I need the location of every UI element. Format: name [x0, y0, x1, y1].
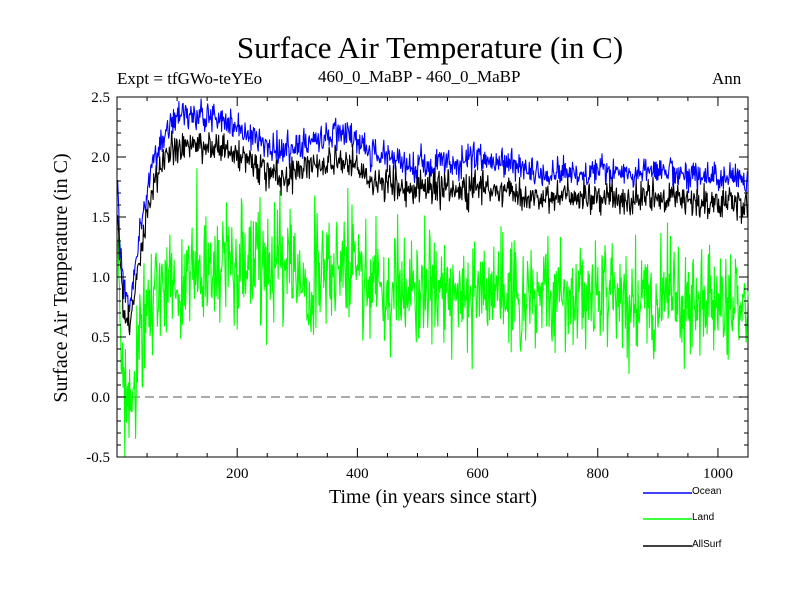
legend-label-ocean: Ocean [692, 486, 722, 497]
x-tick-label: 600 [466, 466, 489, 482]
y-tick-label: 2.0 [91, 150, 110, 166]
series-line-ocean [117, 98, 749, 318]
x-tick-label: 1000 [703, 466, 733, 482]
x-tick-label: 200 [226, 466, 249, 482]
chart-subtitle: 460_0_MaBP - 460_0_MaBP [318, 67, 521, 86]
period-label: Ann [712, 69, 742, 88]
tick-layer: -0.5 0.0 0.5 1.0 1.5 2.0 2.5 200 400 600 800 1000 [86, 90, 748, 482]
x-axis-label: Time (in years since start) [328, 486, 538, 508]
y-tick-label: 2.5 [91, 90, 110, 106]
series-line-allsurf [117, 130, 749, 336]
x-tick-label: 400 [346, 466, 369, 482]
series-line-land [117, 168, 749, 458]
y-tick-label: -0.5 [86, 450, 110, 466]
legend [643, 492, 692, 547]
y-tick-label: 0.0 [91, 390, 110, 406]
experiment-label: Expt = tfGWo-teYEo [117, 69, 263, 88]
x-tick-label: 800 [587, 466, 610, 482]
legend-label-allsurf: AllSurf [692, 539, 722, 550]
y-tick-label: 1.5 [91, 210, 110, 226]
chart-title: Surface Air Temperature (in C) [236, 30, 624, 65]
legend-label-land: Land [692, 512, 715, 523]
y-tick-label: 1.0 [91, 270, 110, 286]
series-layer [117, 98, 749, 458]
y-tick-label: 0.5 [91, 330, 110, 346]
